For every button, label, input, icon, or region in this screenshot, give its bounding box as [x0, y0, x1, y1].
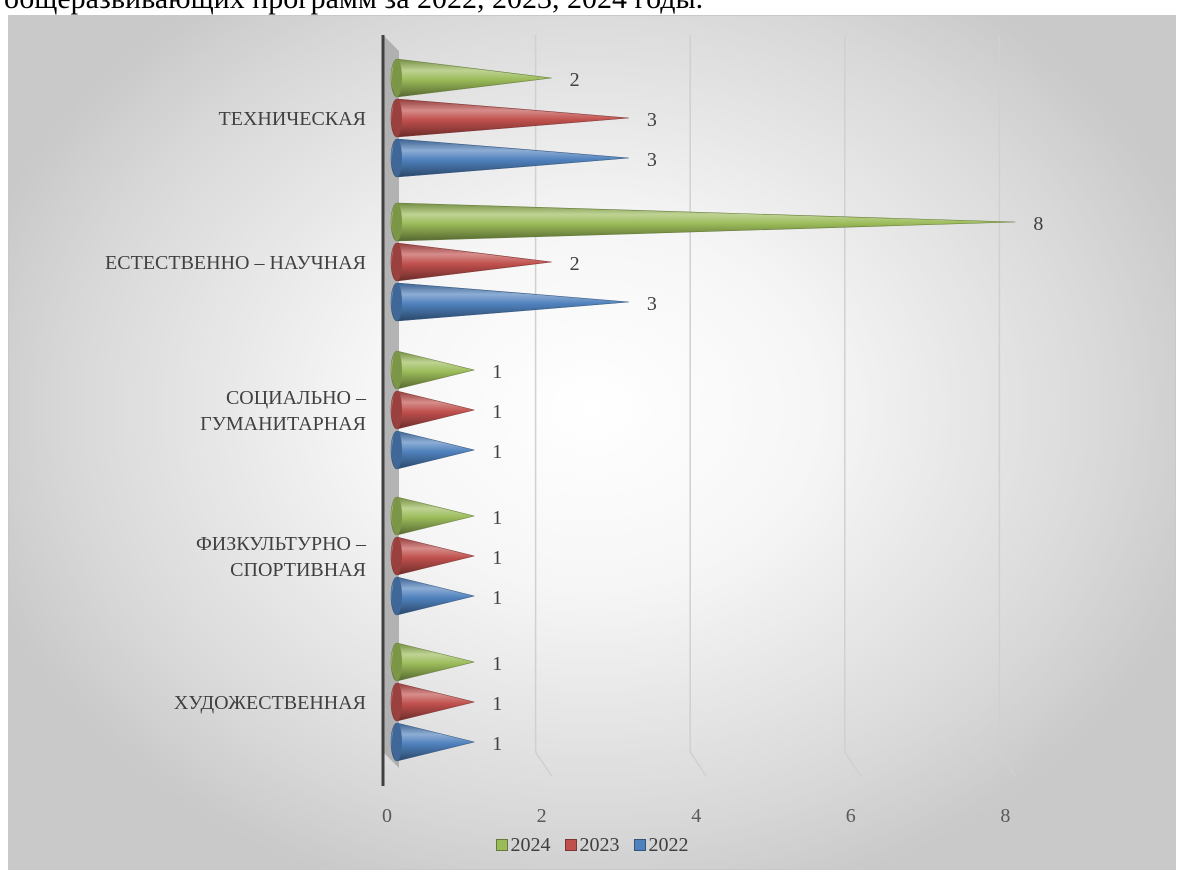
category-label: ФИЗКУЛЬТУРНО –	[196, 533, 367, 555]
cone-base	[392, 497, 402, 535]
legend-label-2024: 2024	[510, 833, 551, 856]
cone-bar	[390, 576, 475, 616]
data-label: 1	[492, 361, 502, 383]
category-label: СОЦИАЛЬНО –	[226, 387, 367, 409]
legend-swatch-2024	[495, 839, 508, 851]
data-label: 1	[492, 693, 502, 715]
cone-base	[392, 139, 402, 177]
cone-bar	[390, 242, 552, 282]
cone-base	[392, 723, 402, 761]
category-label: ХУДОЖЕСТВЕННАЯ	[174, 692, 366, 714]
x-tick-label: 4	[691, 805, 701, 827]
legend-item-2023[interactable]: 2023	[564, 833, 620, 857]
cone-base	[392, 283, 402, 321]
cone-bar	[390, 202, 1016, 242]
legend: 2024 2023 2022	[0, 832, 1184, 858]
cone-base	[392, 59, 402, 97]
caption-text: общеразвивающих программ за 2022, 2023, …	[0, 0, 1184, 16]
cone-bar	[390, 496, 475, 536]
category-label: ГУМАНИТАРНАЯ	[200, 413, 366, 435]
data-label: 1	[492, 507, 502, 529]
x-tick-labels: 0 2 4 6 8	[382, 805, 1010, 827]
data-label: 1	[492, 547, 502, 569]
cone-base	[392, 643, 402, 681]
cones	[390, 58, 1016, 762]
chart-panel	[8, 15, 1176, 870]
category-label: СПОРТИВНАЯ	[230, 559, 366, 581]
cone-base	[392, 577, 402, 615]
data-label: 1	[492, 441, 502, 463]
cone-bar	[390, 536, 475, 576]
cone-bar	[390, 58, 552, 98]
category-label: ЕСТЕСТВЕННО – НАУЧНАЯ	[105, 252, 366, 274]
gridlines	[534, 35, 1017, 777]
data-label: 1	[492, 653, 502, 675]
legend-item-2024[interactable]: 2024	[495, 833, 551, 857]
cone-base	[392, 431, 402, 469]
cone-bar	[390, 390, 475, 430]
cone-bar	[390, 642, 475, 682]
cone-bar	[390, 722, 475, 762]
data-label: 1	[492, 587, 502, 609]
cone-base	[392, 391, 402, 429]
cone-base	[392, 203, 402, 241]
cone-base	[392, 351, 402, 389]
cone-bar	[390, 98, 629, 138]
gridline	[844, 35, 862, 777]
data-label: 3	[647, 109, 657, 131]
x-tick-label: 6	[846, 805, 856, 827]
x-tick-label: 8	[1000, 805, 1010, 827]
data-label: 1	[492, 733, 502, 755]
cone-bar	[390, 138, 629, 178]
data-labels: 2 3 3 8 2 3 1 1 1 1 1 1 1 1 1	[492, 69, 1043, 755]
gridline	[998, 35, 1017, 777]
cone-bar	[390, 282, 629, 322]
legend-swatch-2022	[633, 839, 646, 851]
x-tick-label: 0	[382, 805, 392, 827]
data-label: 3	[647, 149, 657, 171]
data-label: 1	[492, 401, 502, 423]
cone-base	[392, 683, 402, 721]
legend-swatch-2023	[564, 839, 577, 851]
x-tick-label: 2	[537, 805, 547, 827]
cone-base	[392, 99, 402, 137]
cone-base	[392, 537, 402, 575]
category-label: ТЕХНИЧЕСКАЯ	[219, 108, 366, 130]
gridline	[534, 35, 553, 777]
data-label: 3	[647, 293, 657, 315]
category-labels: ТЕХНИЧЕСКАЯ ЕСТЕСТВЕННО – НАУЧНАЯ СОЦИАЛЬН…	[105, 108, 367, 714]
cone-bar	[390, 350, 475, 390]
legend-label-2022: 2022	[648, 833, 689, 856]
data-label: 8	[1033, 213, 1043, 235]
cone-base	[392, 243, 402, 281]
legend-item-2022[interactable]: 2022	[633, 833, 689, 857]
gridline	[689, 35, 707, 777]
cone-bar	[390, 430, 475, 470]
legend-label-2023: 2023	[579, 833, 620, 856]
data-label: 2	[570, 253, 580, 275]
data-label: 2	[570, 69, 580, 91]
cone-bar	[390, 682, 475, 722]
